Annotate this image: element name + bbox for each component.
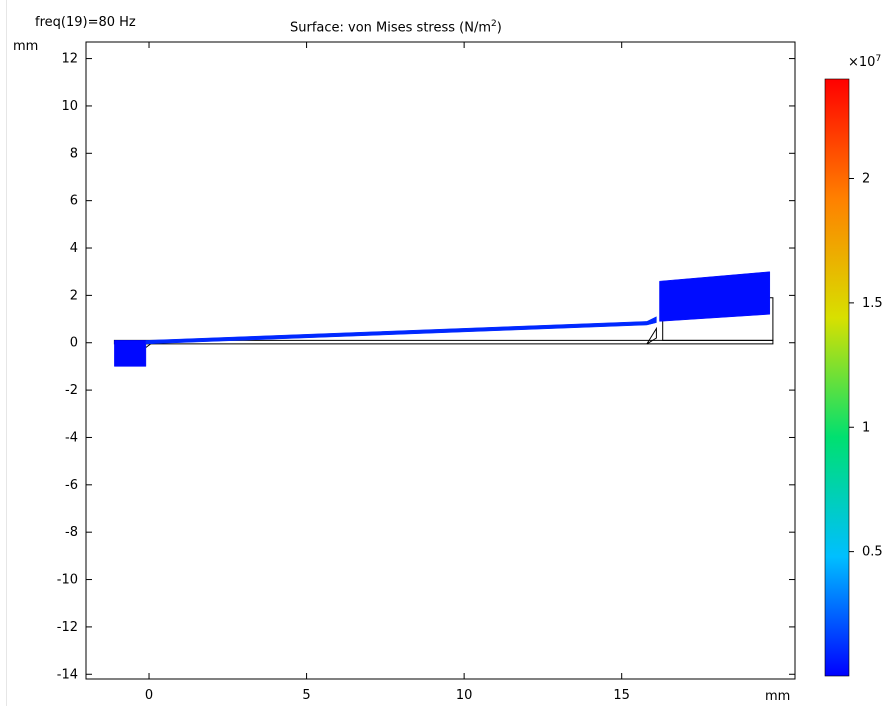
colorbar-multiplier-base: ×10	[848, 55, 875, 70]
colorbar-tick-label: 2	[862, 172, 870, 187]
colorbar-gradient	[824, 78, 850, 677]
colorbar-tick-label: 1.5	[862, 296, 883, 311]
y-tick-label: 2	[70, 288, 78, 303]
window-border	[6, 0, 7, 706]
colorbar-tick-label: 0.5	[862, 545, 883, 560]
x-tick-label: 5	[302, 688, 310, 703]
y-tick-label: 10	[61, 99, 78, 114]
y-tick-label: -6	[65, 478, 78, 493]
deformed-surface	[114, 271, 771, 367]
x-tick-label: 15	[613, 688, 630, 703]
plot-axes-frame	[85, 41, 796, 680]
plot-title: Surface: von Mises stress (N/m2)	[290, 19, 502, 35]
y-tick-label: -10	[57, 573, 78, 588]
y-tick-label: 0	[70, 336, 78, 351]
plot-title-close: )	[496, 20, 502, 36]
y-tick-label: 12	[61, 52, 78, 67]
colorbar: ×107 0.5 1 1.5 2	[824, 54, 883, 677]
parameter-label: freq(19)=80 Hz	[35, 15, 136, 30]
y-tick-label: -2	[65, 383, 78, 398]
y-tick-label: -12	[57, 620, 78, 635]
y-tick-label: 8	[70, 146, 78, 161]
y-tick-label: 4	[70, 241, 78, 256]
y-tick-label: -14	[57, 667, 78, 682]
x-tick-label: 10	[456, 688, 473, 703]
y-tick-label: 6	[70, 194, 78, 209]
y-tick-label: -8	[65, 525, 78, 540]
left-block-surface	[114, 340, 147, 367]
plot-title-exponent: 2	[491, 19, 497, 29]
right-mass-surface	[659, 271, 771, 322]
x-axis: 0 5 10 15	[145, 42, 630, 703]
colorbar-tick-label: 1	[862, 420, 870, 435]
x-tick-label: 0	[145, 688, 153, 703]
colorbar-multiplier: ×107	[848, 54, 881, 70]
y-axis: 12 10 8 6 4 2 0 -2 -4 -6 -8 -10 -12 -14	[57, 52, 795, 682]
plot-title-text: Surface: von Mises stress (N/m	[290, 20, 492, 36]
right-step	[646, 326, 657, 345]
y-axis-unit: mm	[13, 39, 38, 54]
colorbar-multiplier-exponent: 7	[875, 54, 881, 64]
y-tick-label: -4	[65, 430, 78, 445]
beam-surface	[145, 316, 657, 345]
colorbar-ticks: 0.5 1 1.5 2	[849, 172, 883, 560]
x-axis-unit: mm	[765, 689, 790, 704]
